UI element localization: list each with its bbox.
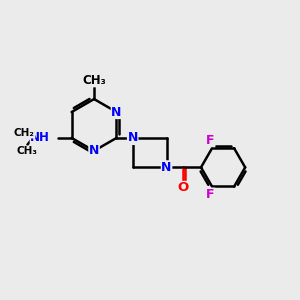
Text: O: O bbox=[177, 182, 188, 194]
Text: N: N bbox=[111, 106, 122, 118]
Text: CH₃: CH₃ bbox=[17, 146, 38, 156]
Text: N: N bbox=[89, 144, 99, 158]
Text: N: N bbox=[161, 161, 172, 174]
Text: F: F bbox=[206, 134, 215, 146]
Text: CH₂: CH₂ bbox=[14, 128, 35, 138]
Text: CH₃: CH₃ bbox=[82, 74, 106, 87]
Text: F: F bbox=[206, 188, 215, 201]
Text: NH: NH bbox=[30, 131, 50, 144]
Text: N: N bbox=[128, 131, 138, 144]
